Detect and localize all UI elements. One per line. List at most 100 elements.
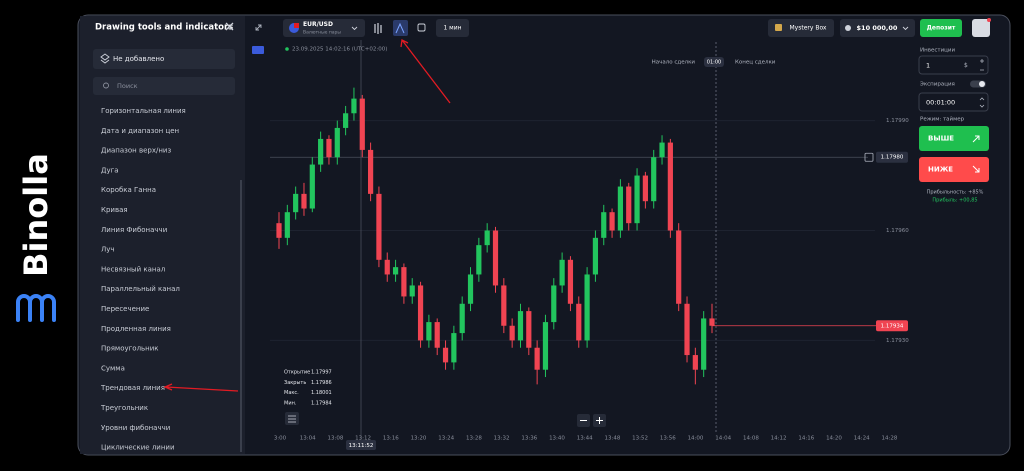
- avatar[interactable]: [972, 19, 990, 37]
- tool-item[interactable]: Продленная линия: [101, 325, 171, 333]
- tool-item[interactable]: Трендовая линия: [100, 384, 165, 392]
- mode: Режим: таймер: [920, 116, 965, 123]
- search-box[interactable]: [93, 77, 235, 95]
- x-tick-label: 3:00: [274, 436, 287, 442]
- x-tick-label: 14:20: [826, 436, 842, 442]
- balance-button[interactable]: [840, 19, 915, 37]
- chevron: [351, 26, 358, 31]
- x-tick-label: 14:04: [715, 436, 731, 442]
- x-tick-label: 14:00: [688, 436, 704, 442]
- tool-item[interactable]: Несвязный канал: [101, 265, 165, 273]
- notification-dot: [987, 18, 991, 22]
- x-tick-label: 14:08: [743, 436, 759, 442]
- stepper: [979, 97, 985, 108]
- candle-body: [609, 212, 615, 231]
- tool-item[interactable]: Диапазон верх/низ: [101, 147, 171, 155]
- tool-item[interactable]: Линия Фибоначчи: [101, 226, 167, 234]
- candle-body: [551, 285, 557, 323]
- amount-input[interactable]: [918, 55, 989, 75]
- pair-select[interactable]: [283, 19, 365, 37]
- trade-start: Начало сделки: [652, 60, 696, 66]
- drawing-button[interactable]: [393, 20, 408, 36]
- tool-item[interactable]: Коробка Ганна: [101, 186, 156, 194]
- tool-item[interactable]: Треугольник: [100, 404, 148, 412]
- x-tick-label: 13:08: [327, 436, 343, 442]
- candle-body: [326, 138, 332, 158]
- candle-body: [592, 237, 599, 275]
- candle-body: [542, 322, 549, 370]
- info-value: 1.17986: [311, 380, 332, 386]
- candle-body: [351, 98, 357, 114]
- x-tick-label: 13:40: [549, 436, 565, 442]
- lower-button[interactable]: [919, 157, 989, 182]
- x-tick-label: 13:16: [383, 436, 399, 442]
- candle-body: [617, 186, 624, 231]
- candle-body: [417, 285, 424, 341]
- chevron: [902, 26, 909, 31]
- candle-body: [401, 267, 407, 297]
- tool-item[interactable]: Дуга: [101, 166, 119, 174]
- candle-body: [484, 230, 490, 246]
- info-value: 1.17984: [311, 400, 332, 406]
- tool-item[interactable]: Пересечение: [101, 305, 149, 313]
- mystery-button[interactable]: [768, 19, 834, 37]
- timeframe: 1 мин: [443, 25, 461, 32]
- tool-item[interactable]: Дата и диапазон цен: [101, 127, 179, 135]
- candle-body: [701, 318, 707, 370]
- candle-body: [676, 230, 682, 304]
- deposit-button[interactable]: [920, 19, 962, 37]
- tool-item[interactable]: Сумма: [101, 364, 125, 372]
- settings-button[interactable]: [285, 412, 299, 425]
- x-tick-label: 13:28: [466, 436, 482, 442]
- drawing-icon: [395, 22, 405, 34]
- higher: ВЫШЕ: [928, 135, 954, 143]
- crosshair-icon[interactable]: [864, 152, 874, 162]
- candle-body: [426, 322, 432, 341]
- expand-icon[interactable]: [255, 24, 262, 31]
- y-tick-label: 1.17930: [886, 338, 909, 344]
- tool-item[interactable]: Циклические линии: [101, 444, 175, 452]
- candle-body: [684, 303, 690, 356]
- add-button[interactable]: [252, 46, 264, 54]
- annotation-arrow: [400, 39, 451, 104]
- currency: $: [964, 62, 968, 69]
- x-tick-label: 14:16: [798, 436, 814, 442]
- candle-body: [692, 355, 698, 370]
- info-label: Мин.: [284, 400, 297, 406]
- indicator-button[interactable]: [414, 20, 429, 36]
- tool-item[interactable]: Луч: [101, 246, 115, 254]
- live-dot: [285, 47, 289, 51]
- current-price: 1.17934: [881, 323, 904, 329]
- candles-icon: [374, 23, 382, 34]
- mystery: Mystery Box: [790, 25, 827, 32]
- info-label: Открытие: [284, 370, 310, 376]
- tool-item[interactable]: Уровни фибоначчи: [101, 424, 170, 432]
- x-tick-label: 13:04: [300, 436, 316, 442]
- timeframe-button[interactable]: [436, 19, 469, 37]
- layers-icon: [100, 53, 110, 64]
- candle-body: [667, 142, 673, 231]
- close-icon[interactable]: [225, 22, 234, 31]
- annotation-arrow: [163, 383, 239, 392]
- zoom-in-icon: [596, 417, 603, 424]
- profit: Прибыль: +00,85: [932, 198, 977, 204]
- tool-item[interactable]: Параллельный канал: [101, 285, 180, 293]
- time-input[interactable]: [918, 92, 989, 112]
- tool-item[interactable]: Горизонтальная линия: [101, 107, 186, 115]
- candle-body: [567, 259, 574, 304]
- sidebar-title: Drawing tools and indicators: [95, 23, 233, 33]
- flag-us: [294, 23, 299, 28]
- x-tick-label: 13:48: [604, 436, 620, 442]
- higher-button[interactable]: [919, 126, 989, 151]
- x-tick-label: 14:24: [854, 436, 870, 442]
- candle-body: [526, 311, 532, 348]
- search-icon: [103, 82, 109, 89]
- tool-item[interactable]: Прямоугольник: [101, 345, 159, 353]
- tool-item[interactable]: Кривая: [101, 206, 128, 214]
- candle-body: [376, 193, 382, 260]
- candle-body: [309, 164, 315, 209]
- candle-body: [634, 175, 640, 224]
- x-tick-label: 14:28: [881, 436, 897, 442]
